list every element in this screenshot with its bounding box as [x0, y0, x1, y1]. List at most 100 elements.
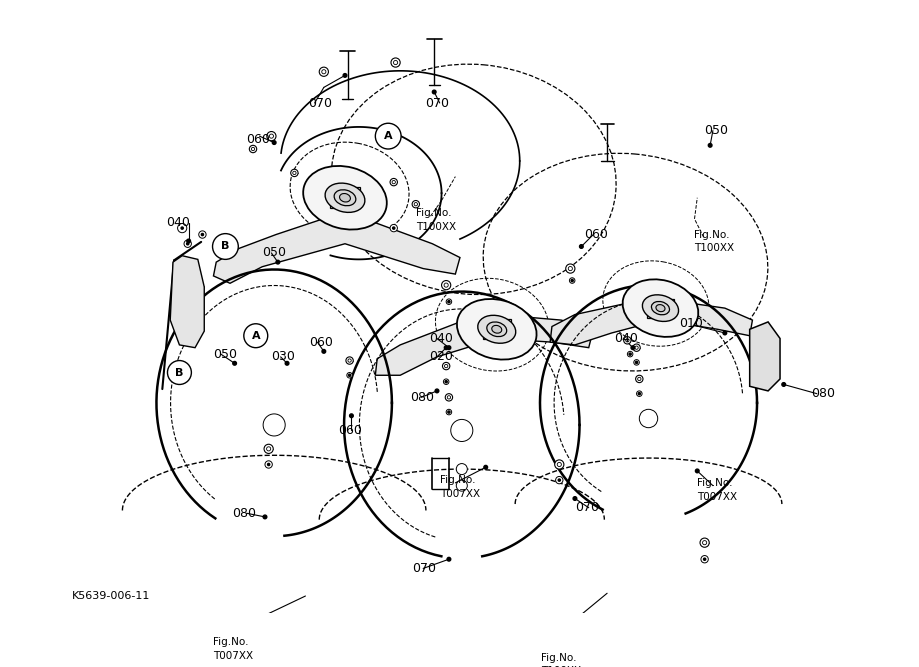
Circle shape — [571, 279, 573, 281]
Text: 040: 040 — [615, 332, 639, 345]
Circle shape — [702, 540, 707, 545]
Text: 070: 070 — [425, 97, 449, 109]
Ellipse shape — [487, 322, 506, 337]
Circle shape — [432, 90, 436, 94]
Text: Fig.No.: Fig.No. — [439, 475, 475, 485]
Circle shape — [580, 245, 584, 248]
Circle shape — [290, 169, 298, 177]
Text: Fig.No.: Fig.No. — [698, 478, 732, 488]
Circle shape — [450, 420, 473, 442]
Polygon shape — [213, 211, 460, 283]
Text: 050: 050 — [705, 124, 729, 137]
Circle shape — [177, 223, 187, 233]
Ellipse shape — [656, 305, 665, 311]
Circle shape — [782, 383, 786, 386]
Text: 040: 040 — [165, 216, 189, 229]
Circle shape — [392, 227, 395, 229]
Circle shape — [631, 346, 635, 350]
Circle shape — [184, 240, 191, 247]
Text: 020: 020 — [428, 350, 452, 364]
Circle shape — [167, 361, 191, 384]
Circle shape — [267, 447, 271, 451]
Circle shape — [249, 145, 256, 153]
Circle shape — [709, 143, 712, 147]
Circle shape — [442, 362, 449, 370]
Polygon shape — [750, 322, 780, 391]
Circle shape — [555, 460, 564, 469]
Circle shape — [556, 476, 563, 484]
Circle shape — [447, 346, 450, 350]
Circle shape — [349, 414, 353, 418]
Circle shape — [390, 179, 397, 186]
Circle shape — [293, 171, 296, 175]
Text: 070: 070 — [412, 562, 437, 575]
Circle shape — [267, 464, 270, 466]
Ellipse shape — [642, 295, 678, 321]
Circle shape — [446, 299, 451, 304]
Text: T007XX: T007XX — [439, 489, 480, 499]
Text: T007XX: T007XX — [698, 492, 737, 502]
Text: Fig.No.: Fig.No. — [694, 229, 729, 239]
Text: T100XX: T100XX — [694, 243, 733, 253]
Polygon shape — [482, 319, 511, 340]
Text: 060: 060 — [584, 228, 608, 241]
Circle shape — [700, 538, 709, 547]
Circle shape — [392, 181, 395, 184]
Circle shape — [348, 374, 351, 376]
Circle shape — [637, 391, 642, 396]
Circle shape — [568, 267, 573, 271]
Circle shape — [285, 362, 289, 365]
Circle shape — [244, 323, 267, 348]
Circle shape — [723, 331, 727, 335]
Circle shape — [696, 469, 699, 473]
Ellipse shape — [623, 279, 698, 337]
Circle shape — [267, 131, 276, 141]
Circle shape — [322, 69, 326, 74]
Text: 050: 050 — [213, 348, 237, 361]
Circle shape — [573, 497, 577, 500]
Text: 010: 010 — [679, 317, 703, 330]
Circle shape — [704, 558, 706, 560]
Ellipse shape — [339, 193, 350, 202]
Circle shape — [343, 73, 346, 77]
Circle shape — [626, 339, 629, 342]
Text: 070: 070 — [575, 501, 599, 514]
Text: 080: 080 — [232, 507, 255, 520]
Circle shape — [635, 346, 638, 350]
Ellipse shape — [652, 301, 670, 315]
Circle shape — [443, 379, 448, 384]
Circle shape — [444, 283, 448, 287]
Circle shape — [276, 260, 279, 264]
Circle shape — [435, 389, 438, 393]
Circle shape — [252, 147, 255, 151]
Circle shape — [322, 350, 325, 354]
Ellipse shape — [335, 189, 356, 205]
Circle shape — [269, 134, 274, 138]
Circle shape — [199, 231, 206, 238]
Circle shape — [201, 233, 203, 235]
Circle shape — [181, 227, 183, 229]
Circle shape — [633, 344, 641, 352]
Circle shape — [635, 362, 638, 364]
Polygon shape — [647, 299, 674, 317]
Circle shape — [412, 201, 419, 208]
Circle shape — [448, 411, 450, 413]
Text: Fig.No.: Fig.No. — [541, 652, 576, 662]
Text: A: A — [384, 131, 392, 141]
Circle shape — [629, 353, 631, 356]
Circle shape — [187, 243, 188, 245]
Circle shape — [628, 352, 633, 357]
Polygon shape — [375, 315, 594, 376]
Circle shape — [445, 394, 452, 401]
Circle shape — [634, 360, 640, 365]
Text: 060: 060 — [338, 424, 362, 437]
Ellipse shape — [492, 325, 502, 334]
Circle shape — [263, 515, 267, 519]
Circle shape — [264, 444, 273, 454]
Polygon shape — [550, 299, 753, 345]
Circle shape — [346, 357, 353, 364]
Text: B: B — [176, 368, 184, 378]
Circle shape — [624, 337, 631, 344]
Circle shape — [375, 123, 401, 149]
Text: T100XX: T100XX — [415, 222, 456, 232]
